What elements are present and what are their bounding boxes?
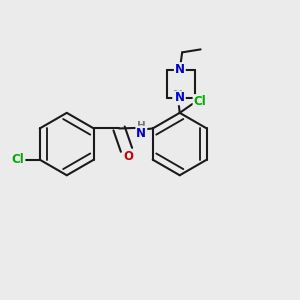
Text: N: N [175, 63, 185, 76]
Text: N: N [136, 127, 146, 140]
Text: Cl: Cl [12, 153, 24, 166]
Text: N: N [173, 89, 183, 102]
Text: N: N [175, 91, 185, 104]
Text: Cl: Cl [194, 95, 206, 108]
Text: H: H [137, 122, 146, 131]
Text: O: O [123, 150, 133, 163]
